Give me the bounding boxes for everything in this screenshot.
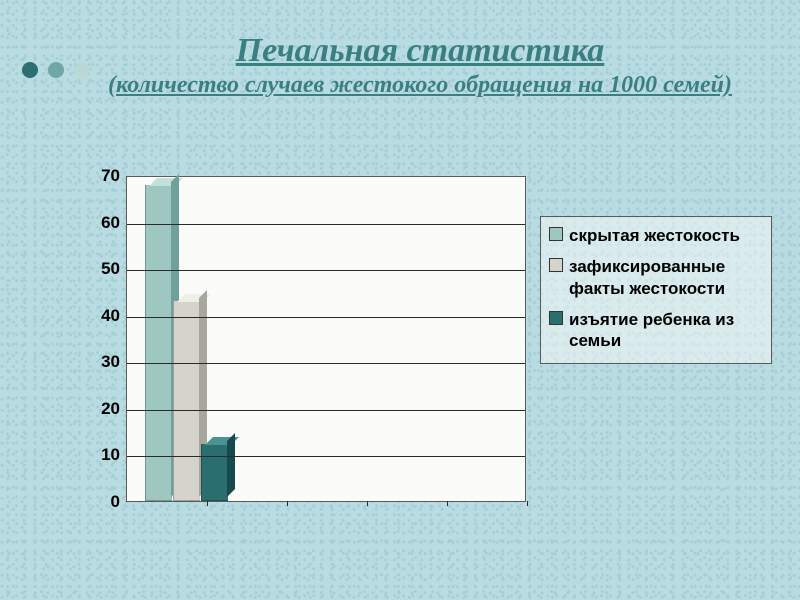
legend-label: скрытая жестокость	[569, 225, 740, 246]
title-block: Печальная статистика (количество случаев…	[100, 32, 740, 100]
slide: Печальная статистика (количество случаев…	[0, 0, 800, 600]
x-tick	[527, 501, 528, 506]
slide-title: Печальная статистика	[100, 32, 740, 70]
plot-area	[126, 176, 526, 502]
chart: 706050403020100 скрытая жестокость зафикс…	[88, 176, 772, 502]
gridline	[127, 317, 525, 318]
gridline	[127, 224, 525, 225]
legend: скрытая жестокость зафиксированные факты …	[540, 216, 772, 364]
x-tick	[287, 501, 288, 506]
gridline	[127, 270, 525, 271]
legend-swatch	[549, 227, 563, 241]
legend-label: зафиксированные факты жестокости	[569, 256, 761, 299]
bullet-dot	[74, 62, 90, 78]
x-tick	[207, 501, 208, 506]
bar-side	[227, 433, 235, 497]
bar	[173, 302, 199, 501]
bar-front	[173, 301, 200, 501]
gridline	[127, 410, 525, 411]
legend-item: изъятие ребенка из семьи	[549, 309, 761, 352]
bar	[145, 186, 171, 501]
gridline	[127, 363, 525, 364]
bullet-dot	[48, 62, 64, 78]
legend-item: зафиксированные факты жестокости	[549, 256, 761, 299]
slide-subtitle: (количество случаев жестокого обращения …	[100, 70, 740, 100]
bar-group	[145, 177, 229, 501]
bar-front	[145, 185, 172, 501]
bar-front	[201, 444, 228, 501]
x-tick	[367, 501, 368, 506]
bullet-dot	[22, 62, 38, 78]
x-tick	[447, 501, 448, 506]
legend-label: изъятие ребенка из семьи	[569, 309, 761, 352]
gridline	[127, 456, 525, 457]
legend-item: скрытая жестокость	[549, 225, 761, 246]
legend-swatch	[549, 311, 563, 325]
y-axis: 706050403020100	[88, 176, 126, 502]
bar	[201, 445, 227, 501]
x-ticks	[127, 498, 525, 504]
side-bullets	[22, 62, 90, 78]
legend-swatch	[549, 258, 563, 272]
